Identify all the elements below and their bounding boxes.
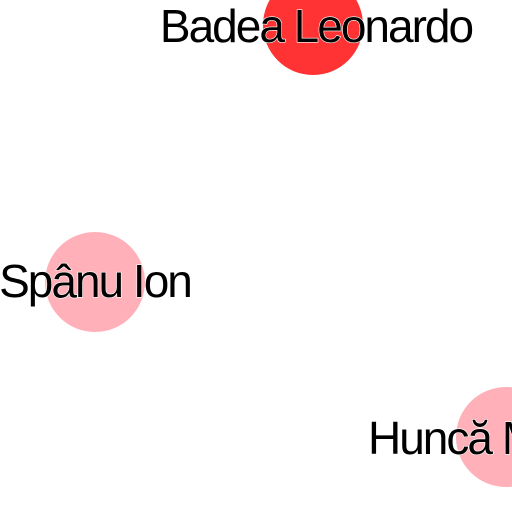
graph-node-circle[interactable] — [45, 232, 145, 332]
graph-node-spanu[interactable]: Spânu Ion — [0, 232, 193, 332]
graph-node-hunca[interactable]: Huncă M — [367, 387, 512, 487]
graph-node-circle[interactable] — [263, 0, 363, 75]
graph-node-badea[interactable]: Badea Leonardo — [159, 0, 475, 75]
graph-node-label: Spânu Ion — [0, 255, 191, 307]
graph-node-circle[interactable] — [456, 387, 512, 487]
graph-node-label: Badea Leonardo — [160, 0, 473, 52]
graph-node-label: Huncă M — [368, 412, 512, 464]
